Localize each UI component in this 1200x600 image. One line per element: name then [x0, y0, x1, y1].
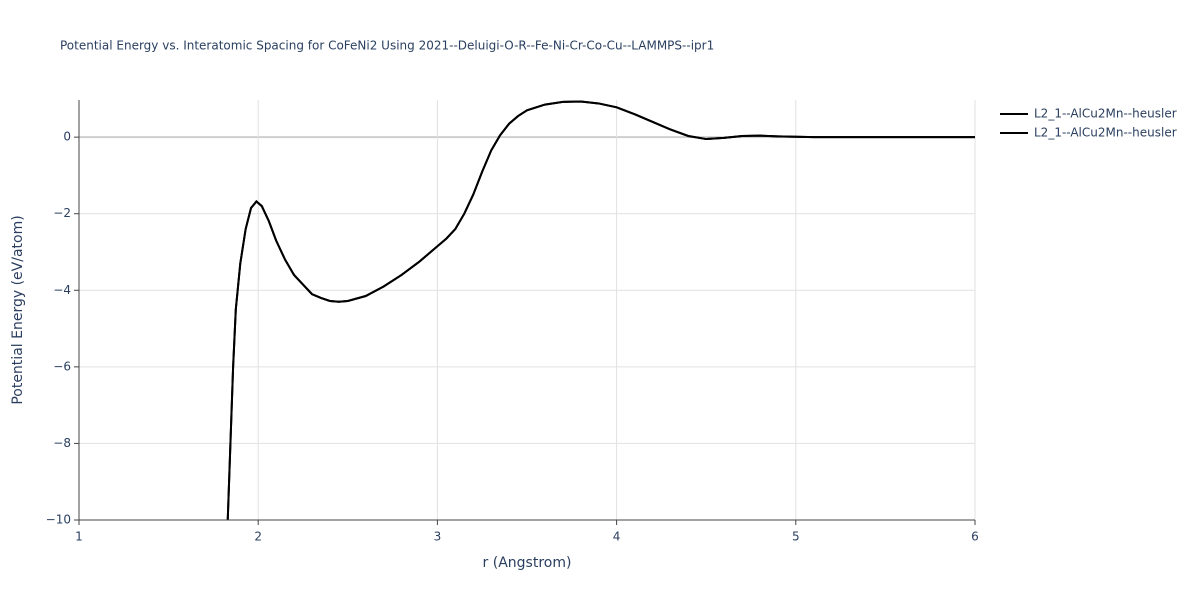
y-tick-label: −6 [53, 359, 71, 373]
y-tick-label: −4 [53, 283, 71, 297]
legend-label: L2_1--AlCu2Mn--heusler [1034, 107, 1177, 121]
x-tick-label: 1 [75, 530, 83, 544]
y-tick-label: −10 [46, 513, 71, 527]
x-tick-label: 6 [971, 530, 979, 544]
series-line [226, 100, 975, 520]
y-tick-label: −2 [53, 206, 71, 220]
y-tick-label: −8 [53, 436, 71, 450]
x-tick-label: 2 [254, 530, 262, 544]
series-line [226, 100, 975, 520]
ticks: −10 −8 −6 −4 −2 0 1 2 3 4 5 6 [46, 130, 979, 544]
plot-area [226, 100, 975, 520]
legend: L2_1--AlCu2Mn--heusler L2_1--AlCu2Mn--heu… [1000, 107, 1177, 140]
y-tick-label: 0 [63, 130, 71, 144]
x-tick-label: 3 [434, 530, 442, 544]
legend-label: L2_1--AlCu2Mn--heusler [1034, 126, 1177, 140]
x-axis-title: r (Angstrom) [483, 555, 572, 571]
chart-title: Potential Energy vs. Interatomic Spacing… [60, 39, 714, 53]
x-tick-label: 5 [792, 530, 800, 544]
grid [78, 100, 976, 521]
x-tick-label: 4 [613, 530, 621, 544]
y-axis-title: Potential Energy (eV/atom) [10, 215, 26, 404]
